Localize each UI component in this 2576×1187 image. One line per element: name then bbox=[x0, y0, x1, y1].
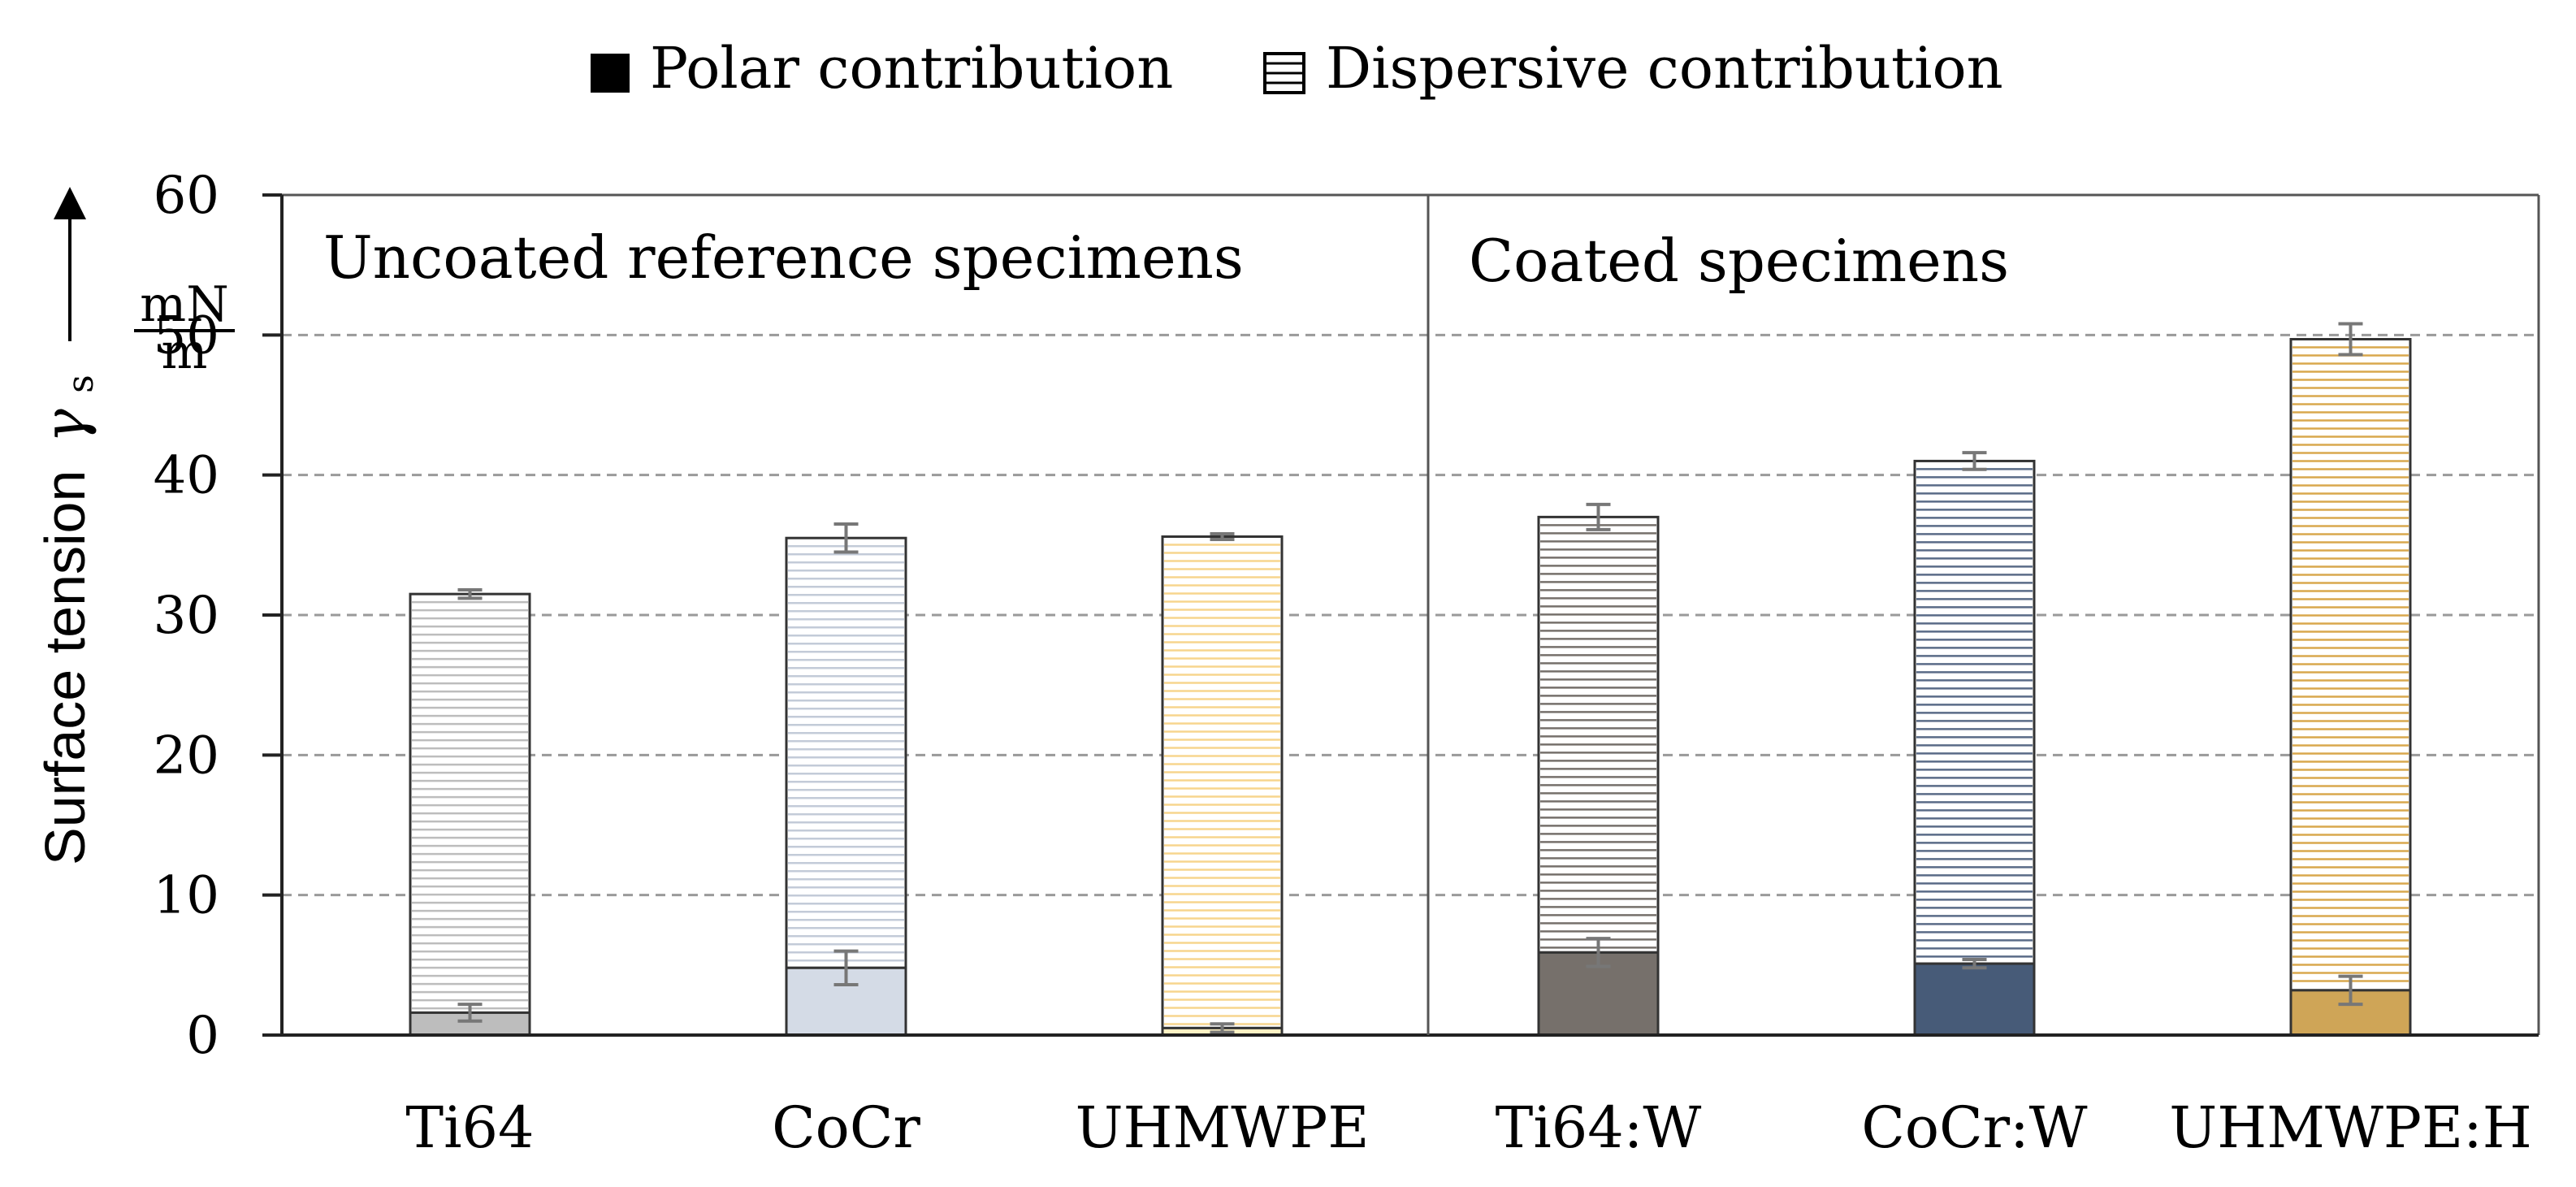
right-section-label: Coated specimens bbox=[1469, 227, 2009, 295]
gridlines bbox=[282, 333, 2539, 897]
y-tick-label: 20 bbox=[154, 726, 219, 786]
legend-dispersive-swatch bbox=[1263, 52, 1305, 94]
bar-group-CoCr bbox=[785, 522, 907, 1037]
legend: Polar contribution Dispersive contributi… bbox=[591, 35, 2003, 102]
bars bbox=[409, 322, 2412, 1037]
bar-group-Ti64 bbox=[409, 587, 531, 1037]
dispersive-hatch bbox=[1916, 468, 2033, 958]
y-axis-label: Surface tension γ s bbox=[32, 187, 102, 865]
bar-group-Ti64:W bbox=[1537, 502, 1660, 1037]
legend-dispersive-label: Dispersive contribution bbox=[1326, 35, 2003, 102]
polar-bar bbox=[1913, 962, 2036, 1037]
dispersive-hatch bbox=[412, 600, 528, 1010]
y-axis-symbol: γ bbox=[32, 409, 98, 443]
y-tick-label: 40 bbox=[154, 446, 219, 506]
polar-error-bar bbox=[457, 1003, 483, 1023]
left-section-label: Uncoated reference specimens bbox=[323, 223, 1244, 292]
unit-denominator: m bbox=[162, 323, 208, 380]
svg-text:Surface tension γ: Surface tension γ s bbox=[32, 375, 102, 865]
y-tick-label: 10 bbox=[154, 866, 219, 926]
bar-group-UHMWPE:H bbox=[2289, 322, 2412, 1037]
total-error-bar bbox=[2338, 322, 2363, 357]
polar-error-bar bbox=[833, 949, 859, 986]
y-tick-label: 30 bbox=[154, 586, 219, 646]
category-label: CoCr bbox=[772, 1094, 920, 1161]
category-label: UHMWPE bbox=[1076, 1094, 1370, 1161]
total-error-bar bbox=[1210, 532, 1235, 541]
bar-group-UHMWPE bbox=[1161, 532, 1284, 1037]
legend-polar-label: Polar contribution bbox=[650, 35, 1173, 102]
dispersive-bar bbox=[410, 594, 530, 1013]
total-error-bar bbox=[1586, 502, 1611, 531]
y-tick-label: 60 bbox=[154, 166, 219, 226]
polar-error-bar bbox=[2338, 974, 2363, 1007]
unit-numerator: mN bbox=[140, 276, 228, 333]
dispersive-hatch bbox=[1540, 524, 1656, 949]
dispersive-hatch bbox=[2292, 346, 2409, 982]
category-label: UHMWPE:H bbox=[2169, 1094, 2532, 1161]
total-error-bar bbox=[833, 522, 859, 554]
polar-error-bar bbox=[1586, 937, 1611, 968]
category-labels: Ti64 CoCr UHMWPE Ti64:W CoCr:W UHMWPE:H bbox=[405, 1094, 2531, 1161]
total-error-bar bbox=[1962, 451, 1987, 471]
y-axis-title: Surface tension bbox=[33, 470, 97, 865]
total-error-bar bbox=[457, 587, 483, 600]
category-label: Ti64 bbox=[405, 1094, 534, 1161]
y-axis-unit: mN m bbox=[134, 276, 235, 380]
y-axis-ticks: 0 10 20 30 40 50 60 bbox=[154, 166, 282, 1066]
polar-error-bar bbox=[1210, 1022, 1235, 1034]
dispersive-hatch bbox=[1164, 544, 1280, 1025]
category-label: Ti64:W bbox=[1496, 1094, 1702, 1161]
y-axis-subscript: s bbox=[60, 375, 102, 393]
category-label: CoCr:W bbox=[1861, 1094, 2087, 1161]
dispersive-hatch bbox=[788, 544, 904, 962]
plot-frame bbox=[280, 193, 2540, 1037]
legend-polar-swatch bbox=[591, 54, 630, 93]
y-tick-label: 0 bbox=[186, 1006, 219, 1066]
y-tick-label: 50 bbox=[154, 305, 219, 366]
bar-group-CoCr:W bbox=[1913, 451, 2036, 1037]
polar-error-bar bbox=[1962, 957, 1987, 970]
